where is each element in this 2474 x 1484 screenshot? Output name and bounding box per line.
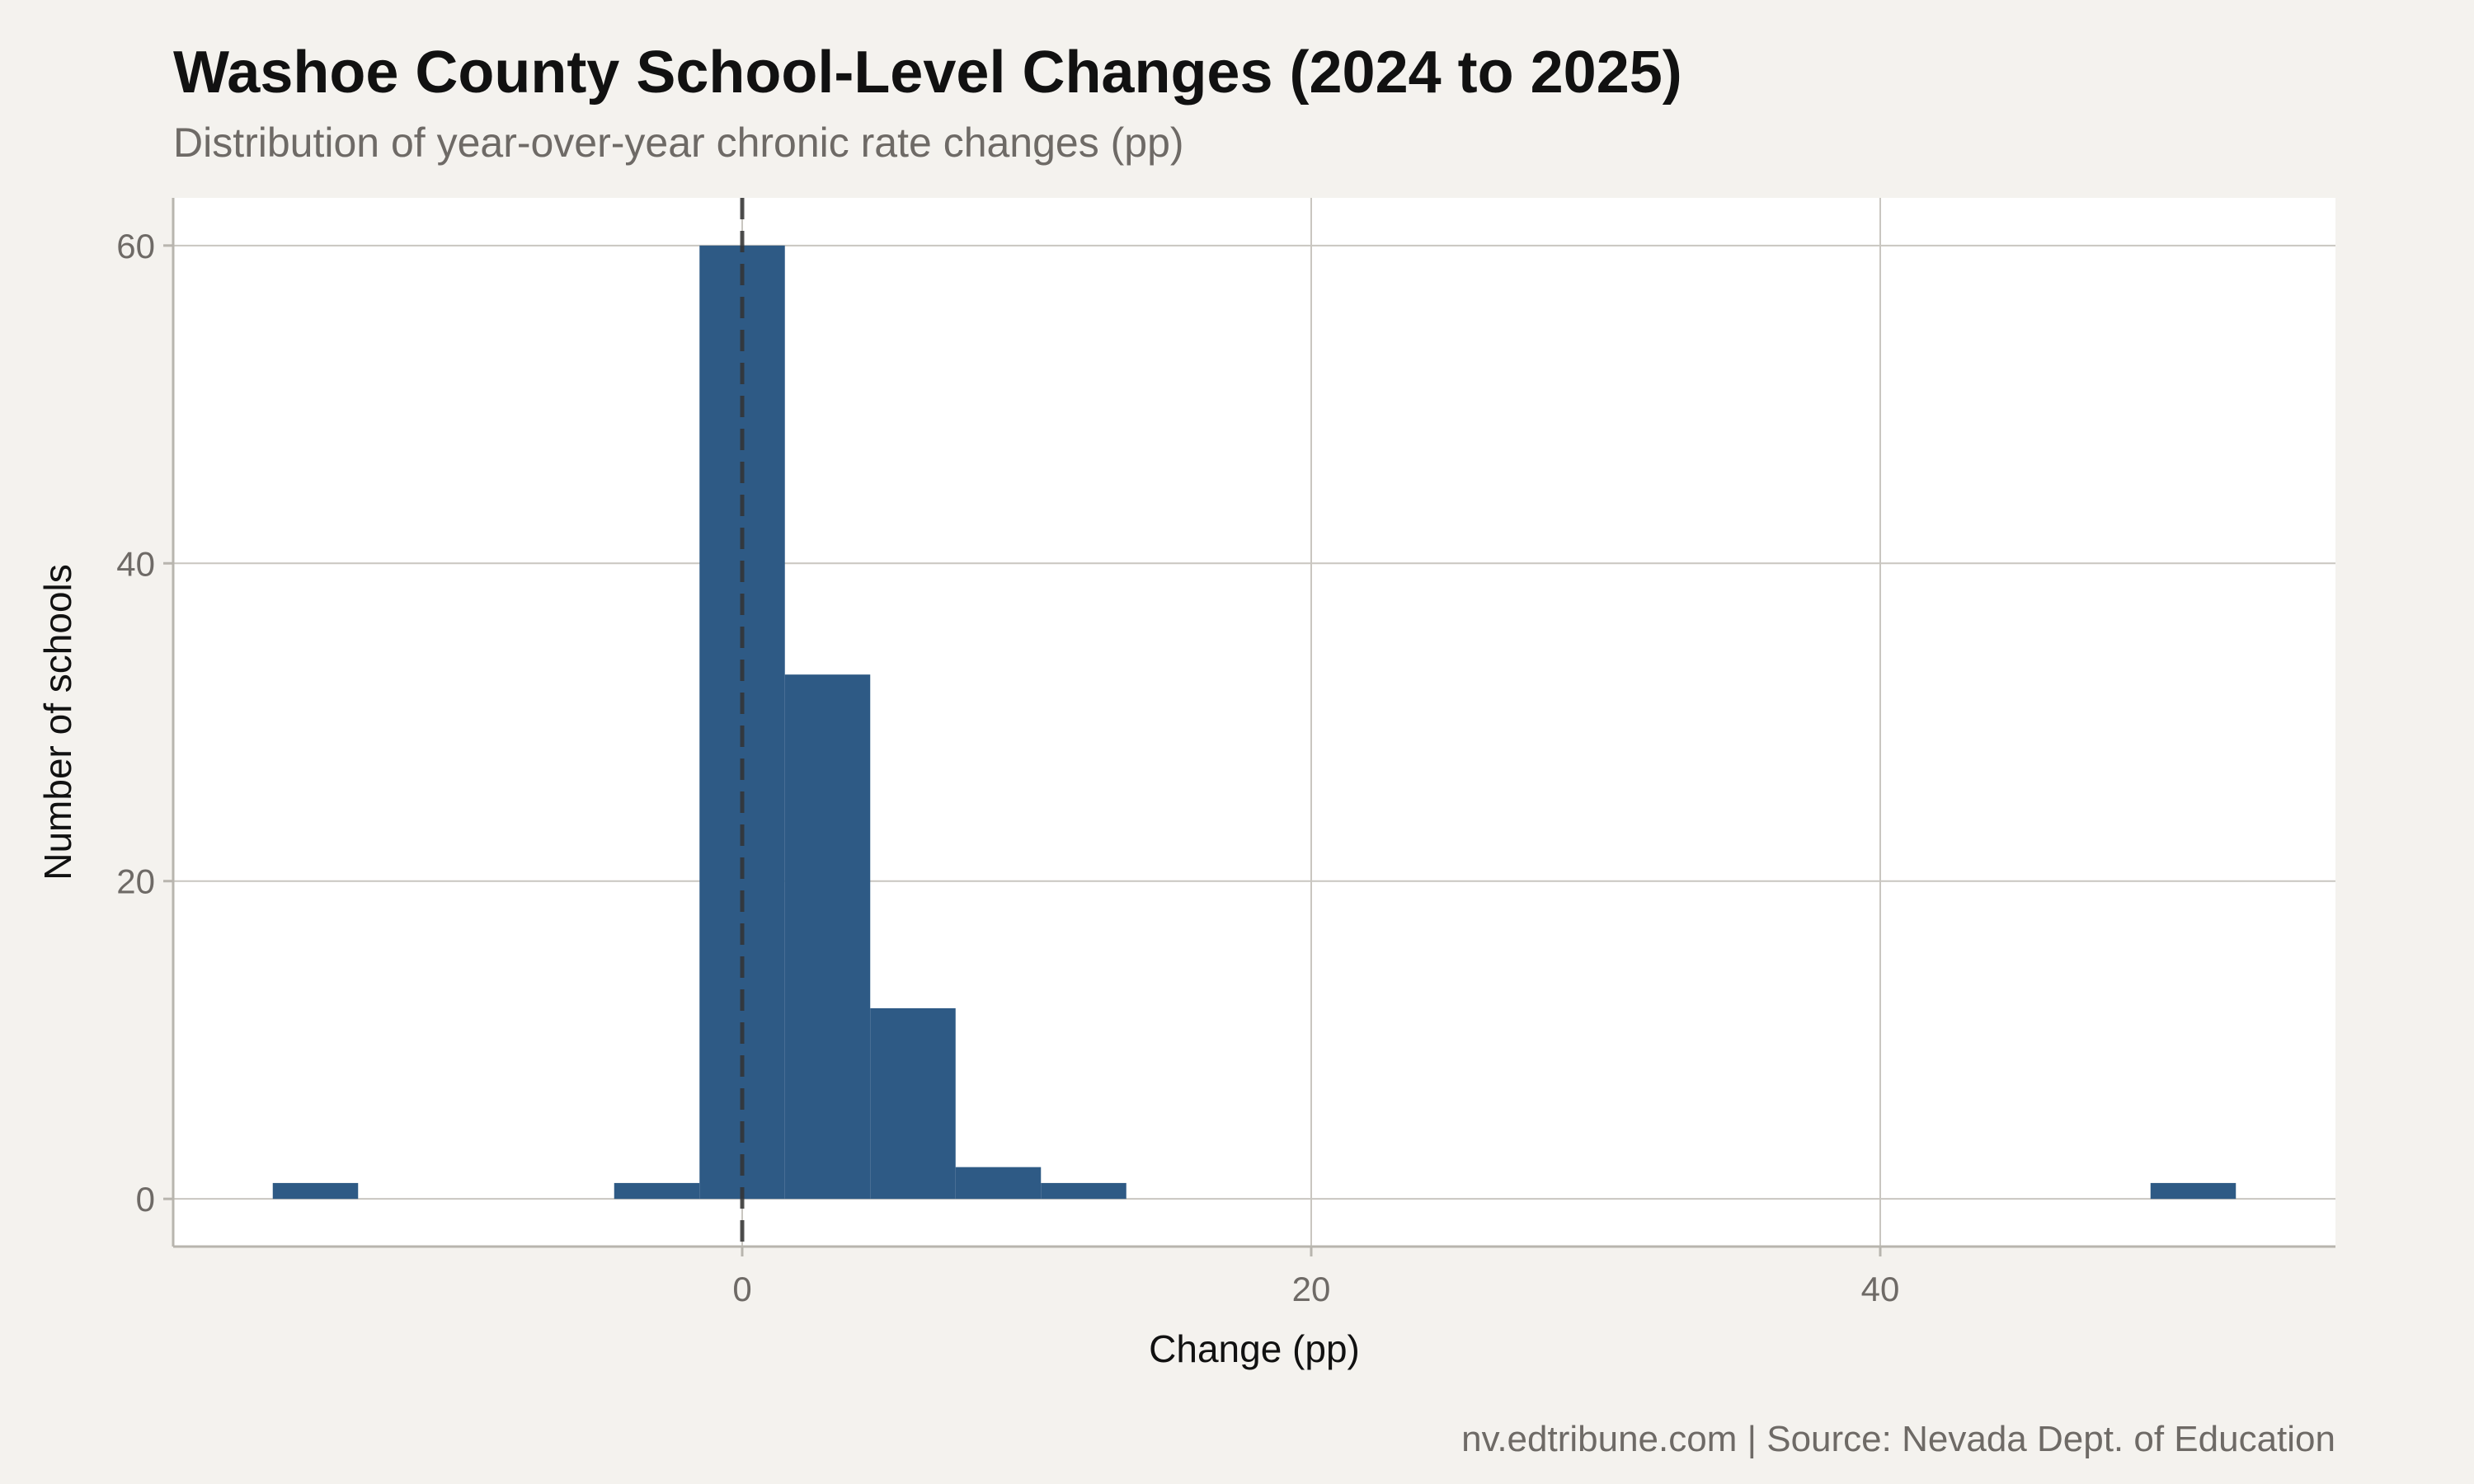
y-tick-label: 0 (136, 1180, 155, 1219)
histogram-bar (2150, 1182, 2236, 1200)
y-tick-labels: 0 20 40 60 (116, 227, 173, 1219)
chart-title: Washoe County School-Level Changes (2024… (173, 40, 1682, 106)
axes (172, 198, 2335, 1248)
x-axis-title: Change (pp) (1149, 1327, 1360, 1370)
chart-caption: nv.edtribune.com | Source: Nevada Dept. … (1461, 1419, 2335, 1459)
y-tick-label: 60 (116, 227, 155, 265)
histogram-bar (614, 1182, 700, 1200)
histogram-bar (784, 674, 871, 1200)
y-axis-title: Number of schools (36, 564, 79, 881)
plot-panel (173, 198, 2335, 1247)
x-tick-label: 40 (1861, 1270, 1900, 1308)
x-tick-labels: 0 20 40 (732, 1247, 1899, 1308)
x-tick-label: 0 (732, 1270, 751, 1308)
histogram-bar (1041, 1182, 1126, 1200)
histogram-bar (955, 1167, 1042, 1200)
histogram-bars (272, 245, 2236, 1200)
y-tick-label: 40 (116, 544, 155, 583)
histogram-bar (272, 1182, 359, 1200)
y-gridlines (173, 244, 2335, 1200)
x-tick-label: 20 (1292, 1270, 1331, 1308)
histogram-bar (870, 1007, 956, 1200)
y-tick-label: 20 (116, 862, 155, 901)
chart-subtitle: Distribution of year-over-year chronic r… (173, 120, 1184, 166)
